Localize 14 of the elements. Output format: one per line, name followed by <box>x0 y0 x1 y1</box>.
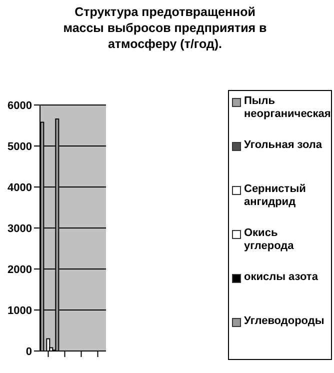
legend-label: Окись углерода <box>244 227 295 253</box>
y-tick-label: 3000 <box>8 222 32 235</box>
legend-label: Сернистый ангидрид <box>244 183 307 209</box>
y-tick-label: 6000 <box>8 100 32 112</box>
text: Структура предотвращенной массы выбросов предприятия в атмосферу (т/год). <box>62 4 268 52</box>
y-tick-label: 2000 <box>8 264 32 276</box>
legend-label: окислы азота <box>244 271 318 284</box>
legend-label: Углеводороды <box>244 315 324 328</box>
y-tick-label: 5000 <box>8 140 32 153</box>
y-tick-label: 4000 <box>8 182 32 194</box>
legend-label: Пыль неорганическая <box>244 95 331 121</box>
y-tick-label: 0 <box>26 346 32 358</box>
y-tick-label: 1000 <box>8 304 32 317</box>
legend-label: Угольная зола <box>244 139 322 152</box>
